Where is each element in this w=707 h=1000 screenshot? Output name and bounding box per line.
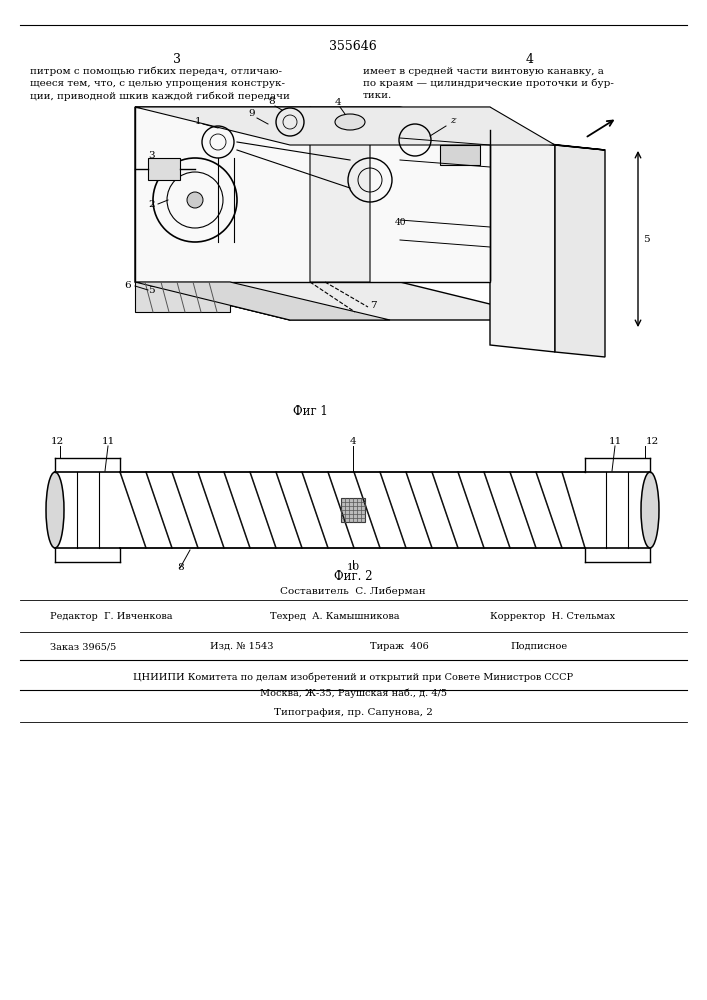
- Text: 3: 3: [148, 151, 155, 160]
- Polygon shape: [135, 107, 555, 145]
- Ellipse shape: [335, 114, 365, 130]
- Polygon shape: [135, 107, 490, 282]
- Text: 5: 5: [148, 286, 155, 295]
- Text: 11: 11: [609, 437, 622, 446]
- Ellipse shape: [641, 472, 659, 548]
- Text: 4: 4: [526, 53, 534, 66]
- Polygon shape: [490, 138, 605, 150]
- Text: Подписное: Подписное: [510, 642, 567, 651]
- Text: питром с помощью гибких передач, отличаю-
щееся тем, что, с целью упрощения конс: питром с помощью гибких передач, отличаю…: [30, 67, 290, 101]
- Text: 12: 12: [51, 437, 64, 446]
- Text: Корректор  Н. Стельмах: Корректор Н. Стельмах: [490, 612, 615, 621]
- Text: 12: 12: [646, 437, 659, 446]
- Text: 4: 4: [335, 98, 341, 107]
- Text: 11: 11: [102, 437, 115, 446]
- Text: 4: 4: [349, 437, 356, 446]
- Text: 8: 8: [177, 563, 184, 572]
- Polygon shape: [135, 282, 230, 312]
- Text: имеет в средней части винтовую канавку, а
по краям — цилиндрические проточки и б: имеет в средней части винтовую канавку, …: [363, 67, 614, 100]
- Text: 6: 6: [124, 281, 131, 290]
- Text: Изд. № 1543: Изд. № 1543: [210, 642, 274, 651]
- Text: 7: 7: [370, 301, 377, 310]
- Text: Типография, пр. Сапунова, 2: Типография, пр. Сапунова, 2: [274, 708, 433, 717]
- Text: 355646: 355646: [329, 40, 377, 53]
- Polygon shape: [135, 107, 555, 145]
- Text: Редактор  Г. Ивченкова: Редактор Г. Ивченкова: [50, 612, 173, 621]
- Text: 3: 3: [173, 53, 181, 66]
- Text: Москва, Ж-35, Раушская наб., д. 4/5: Москва, Ж-35, Раушская наб., д. 4/5: [259, 688, 447, 698]
- Polygon shape: [135, 282, 390, 320]
- Bar: [341, 498, 365, 522]
- Text: Заказ 3965/5: Заказ 3965/5: [50, 642, 116, 651]
- Text: z: z: [450, 116, 455, 125]
- Text: Фиг. 2: Фиг. 2: [334, 570, 373, 583]
- Polygon shape: [135, 107, 290, 320]
- Text: 5: 5: [643, 235, 650, 244]
- Text: 8: 8: [268, 97, 274, 106]
- Text: ЦНИИПИ Комитета по делам изобретений и открытий при Совете Министров СССР: ЦНИИПИ Комитета по делам изобретений и о…: [133, 672, 573, 682]
- Text: 2: 2: [148, 200, 155, 209]
- Text: 10: 10: [346, 563, 360, 572]
- Text: Тираж  406: Тираж 406: [370, 642, 428, 651]
- Text: Составитель  С. Либерман: Составитель С. Либерман: [280, 586, 426, 595]
- Text: Фиг 1: Фиг 1: [293, 405, 327, 418]
- Ellipse shape: [46, 472, 64, 548]
- Polygon shape: [490, 138, 555, 352]
- Polygon shape: [555, 145, 605, 357]
- Polygon shape: [135, 282, 555, 320]
- Circle shape: [187, 192, 203, 208]
- Polygon shape: [310, 107, 370, 282]
- Text: Техред  А. Камышникова: Техред А. Камышникова: [270, 612, 399, 621]
- Text: 40: 40: [395, 218, 407, 227]
- Bar: [148, 158, 180, 180]
- Text: 9: 9: [248, 109, 255, 118]
- Bar: [440, 145, 480, 165]
- Text: 1: 1: [195, 117, 201, 126]
